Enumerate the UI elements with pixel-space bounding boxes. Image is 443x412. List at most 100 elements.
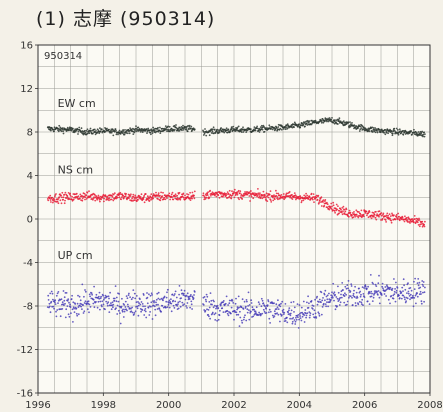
data-point: [290, 309, 293, 312]
data-point: [60, 130, 63, 133]
data-point: [234, 302, 237, 305]
data-point: [299, 195, 302, 197]
data-point: [268, 311, 270, 314]
data-point: [417, 284, 420, 287]
data-point: [83, 295, 85, 298]
data-point: [147, 306, 150, 309]
data-point: [190, 127, 192, 130]
data-point: [420, 302, 423, 305]
data-point: [127, 292, 130, 295]
data-point: [68, 198, 71, 201]
data-point: [364, 285, 367, 288]
data-point: [101, 128, 103, 131]
data-point: [202, 304, 205, 306]
data-point: [64, 191, 67, 194]
data-point: [71, 294, 73, 297]
data-point: [348, 209, 351, 212]
data-point: [213, 128, 216, 131]
data-point: [133, 312, 136, 314]
data-point: [219, 304, 222, 307]
data-point: [340, 293, 342, 296]
data-point: [307, 306, 310, 309]
x-tick-label: 2006: [352, 400, 377, 411]
data-point: [106, 195, 109, 198]
data-point: [132, 133, 135, 136]
data-point: [64, 199, 66, 202]
data-point: [381, 217, 384, 220]
data-point: [184, 298, 187, 301]
data-point: [115, 296, 118, 299]
data-point: [113, 299, 116, 302]
data-point: [351, 122, 353, 124]
data-point: [298, 123, 300, 125]
data-point: [205, 300, 208, 303]
data-point: [410, 289, 413, 292]
data-point: [53, 198, 55, 201]
data-point: [385, 131, 388, 134]
data-point: [302, 300, 305, 303]
data-point: [360, 303, 363, 305]
data-point: [288, 191, 291, 193]
data-point: [332, 282, 335, 285]
data-point: [190, 300, 193, 303]
data-point: [64, 316, 67, 319]
data-point: [159, 197, 162, 200]
data-point: [291, 322, 294, 325]
data-point: [248, 309, 250, 311]
data-point: [324, 289, 327, 292]
data-point: [351, 212, 354, 214]
data-point: [230, 312, 232, 315]
data-point: [185, 127, 188, 129]
data-point: [389, 217, 391, 220]
data-point: [68, 129, 70, 132]
data-point: [110, 308, 113, 311]
data-point: [360, 301, 363, 304]
data-point: [330, 202, 333, 205]
data-point: [54, 303, 57, 305]
data-point: [414, 294, 417, 297]
data-point: [257, 192, 260, 195]
data-point: [349, 290, 352, 293]
data-point: [231, 194, 234, 197]
data-point: [240, 193, 243, 196]
data-point: [355, 125, 358, 128]
data-point: [157, 297, 160, 300]
data-point: [350, 285, 353, 287]
data-point: [57, 302, 59, 304]
data-point: [336, 305, 338, 308]
data-point: [235, 313, 238, 316]
data-point: [162, 306, 165, 309]
data-point: [413, 297, 416, 299]
data-point: [119, 191, 122, 194]
data-point: [244, 191, 246, 193]
data-point: [186, 130, 189, 133]
data-point: [89, 295, 91, 298]
data-point: [404, 298, 406, 301]
data-point: [53, 126, 56, 129]
data-point: [294, 323, 297, 325]
data-point: [228, 302, 231, 305]
data-point: [295, 318, 298, 321]
data-point: [144, 193, 147, 195]
data-point: [178, 129, 181, 132]
data-point: [123, 310, 126, 313]
data-point: [117, 309, 120, 312]
data-point: [354, 285, 356, 288]
data-point: [141, 309, 144, 311]
data-point: [261, 128, 264, 131]
data-point: [102, 294, 104, 297]
data-point: [50, 300, 53, 303]
data-point: [256, 127, 259, 130]
data-point: [170, 302, 173, 305]
data-point: [239, 190, 242, 193]
data-point: [126, 297, 129, 300]
data-point: [381, 285, 384, 288]
data-point: [57, 299, 60, 302]
data-point: [57, 127, 60, 130]
data-point: [402, 290, 404, 292]
data-point: [202, 194, 205, 197]
data-point: [223, 131, 226, 134]
data-point: [190, 125, 193, 128]
data-point: [77, 130, 80, 133]
data-point: [322, 201, 324, 203]
